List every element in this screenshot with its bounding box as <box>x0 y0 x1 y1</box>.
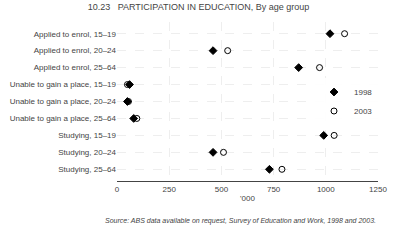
svg-text:Studying, 15–19: Studying, 15–19 <box>58 131 116 140</box>
svg-text:Unable to gain a place, 20–24: Unable to gain a place, 20–24 <box>10 97 117 106</box>
svg-text:Unable to gain a place, 15–19: Unable to gain a place, 15–19 <box>10 80 117 89</box>
svg-text:750: 750 <box>267 185 281 194</box>
svg-text:1250: 1250 <box>369 185 387 194</box>
svg-text:500: 500 <box>215 185 229 194</box>
svg-text:Applied to enrol, 20–24: Applied to enrol, 20–24 <box>34 46 117 55</box>
svg-text:Studying, 25–64: Studying, 25–64 <box>58 165 116 174</box>
svg-text:Source: ABS data available on: Source: ABS data available on request, S… <box>105 217 376 225</box>
svg-text:Studying, 20–24: Studying, 20–24 <box>58 148 116 157</box>
svg-text:'000: '000 <box>240 194 255 203</box>
svg-text:Applied to enrol, 15–19: Applied to enrol, 15–19 <box>34 30 117 39</box>
svg-text:0: 0 <box>115 185 120 194</box>
svg-text:1998: 1998 <box>354 88 372 97</box>
svg-text:Applied to enrol, 25–64: Applied to enrol, 25–64 <box>34 63 117 72</box>
svg-text:2003: 2003 <box>354 107 372 116</box>
svg-text:Unable to gain a place, 25–64: Unable to gain a place, 25–64 <box>10 114 117 123</box>
svg-text:10.23 PARTICIPATION IN EDUCA: 10.23 PARTICIPATION IN EDUCATION, By age… <box>88 2 310 12</box>
svg-text:1000: 1000 <box>317 185 335 194</box>
svg-text:250: 250 <box>163 185 177 194</box>
